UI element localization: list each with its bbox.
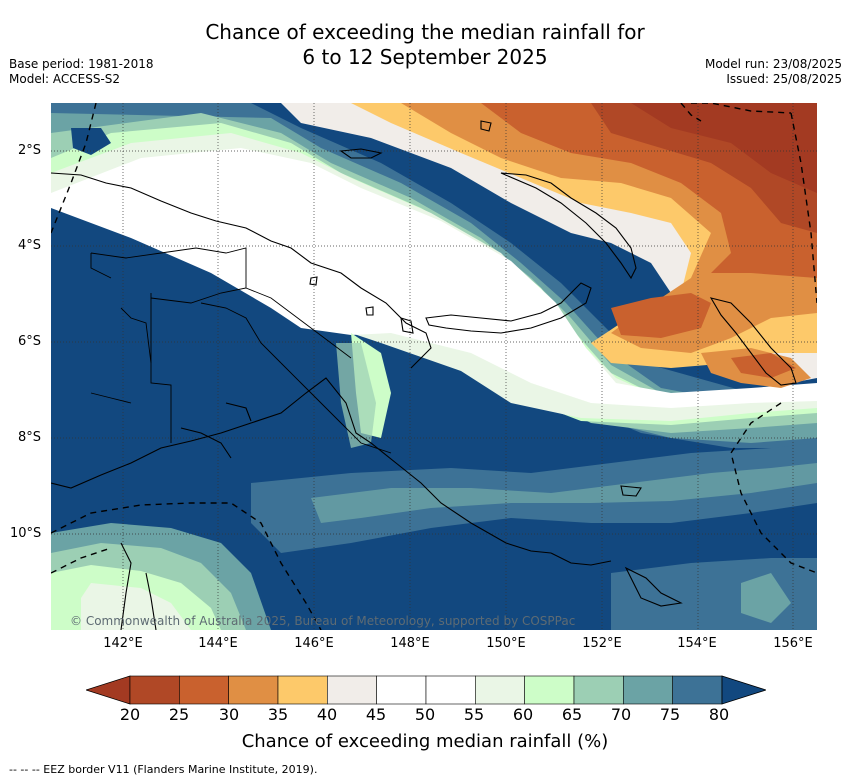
cbar-tick-60: 60 — [512, 705, 534, 724]
colorbar-bin — [327, 675, 377, 705]
colorbar-label: Chance of exceeding median rainfall (%) — [241, 731, 609, 752]
cbar-tick-75: 75 — [659, 705, 681, 724]
colorbar — [86, 675, 766, 705]
cbar-tick-80: 80 — [708, 705, 730, 724]
lon-label-156e: 156°E — [773, 636, 813, 651]
colorbar-bin — [475, 675, 525, 705]
cbar-tick-30: 30 — [218, 705, 240, 724]
colorbar-bin — [129, 675, 180, 705]
eez-legend-note: -- -- -- EEZ border V11 (Flanders Marine… — [9, 763, 318, 776]
meta-left: Base period: 1981-2018 Model: ACCESS-S2 — [9, 57, 154, 87]
lat-label-6s: 6°S — [18, 334, 42, 349]
lon-label-150e: 150°E — [486, 636, 526, 651]
coastlines — [51, 120, 797, 630]
model-name: Model: ACCESS-S2 — [9, 72, 121, 86]
copyright-note: © Commonwealth of Australia 2025, Bureau… — [70, 614, 576, 628]
lon-label-142e: 142°E — [103, 636, 143, 651]
issued-date: Issued: 25/08/2025 — [726, 72, 842, 86]
province-borders — [90, 247, 392, 454]
graticule — [51, 103, 817, 630]
colorbar-bin — [623, 675, 673, 705]
colorbar-bin — [179, 675, 229, 705]
colorbar-bin — [672, 675, 723, 705]
lat-label-2s: 2°S — [18, 143, 42, 158]
colorbar-bin — [277, 675, 328, 705]
colorbar-bin — [524, 675, 575, 705]
lon-label-146e: 146°E — [294, 636, 334, 651]
lat-label-8s: 8°S — [18, 430, 42, 445]
colorbar-extend-high — [721, 675, 766, 705]
lon-label-144e: 144°E — [198, 636, 238, 651]
cbar-tick-40: 40 — [316, 705, 338, 724]
meta-right: Model run: 23/08/2025 Issued: 25/08/2025 — [705, 57, 842, 87]
rainfall-contours — [51, 103, 817, 630]
cbar-tick-55: 55 — [463, 705, 485, 724]
title-line-2: 6 to 12 September 2025 — [302, 45, 548, 69]
lon-label-152e: 152°E — [582, 636, 622, 651]
cbar-tick-70: 70 — [610, 705, 632, 724]
colorbar-extend-low — [86, 675, 131, 705]
lon-label-148e: 148°E — [390, 636, 430, 651]
eez-borders — [51, 103, 817, 630]
colorbar-bin — [228, 675, 279, 705]
cbar-tick-50: 50 — [414, 705, 436, 724]
lat-label-4s: 4°S — [18, 238, 42, 253]
cbar-tick-65: 65 — [561, 705, 583, 724]
cbar-tick-25: 25 — [168, 705, 190, 724]
lon-label-154e: 154°E — [677, 636, 717, 651]
model-run: Model run: 23/08/2025 — [704, 57, 842, 71]
colorbar-bin — [425, 675, 476, 705]
map-title: Chance of exceeding the median rainfall … — [0, 20, 850, 70]
cbar-tick-20: 20 — [119, 705, 141, 724]
lat-label-10s: 10°S — [10, 526, 42, 541]
cbar-tick-45: 45 — [365, 705, 387, 724]
rainfall-map — [51, 103, 817, 630]
title-line-1: Chance of exceeding the median rainfall … — [205, 20, 645, 44]
base-period: Base period: 1981-2018 — [9, 57, 154, 71]
colorbar-bin — [573, 675, 624, 705]
cbar-tick-35: 35 — [267, 705, 289, 724]
colorbar-bin — [376, 675, 427, 705]
